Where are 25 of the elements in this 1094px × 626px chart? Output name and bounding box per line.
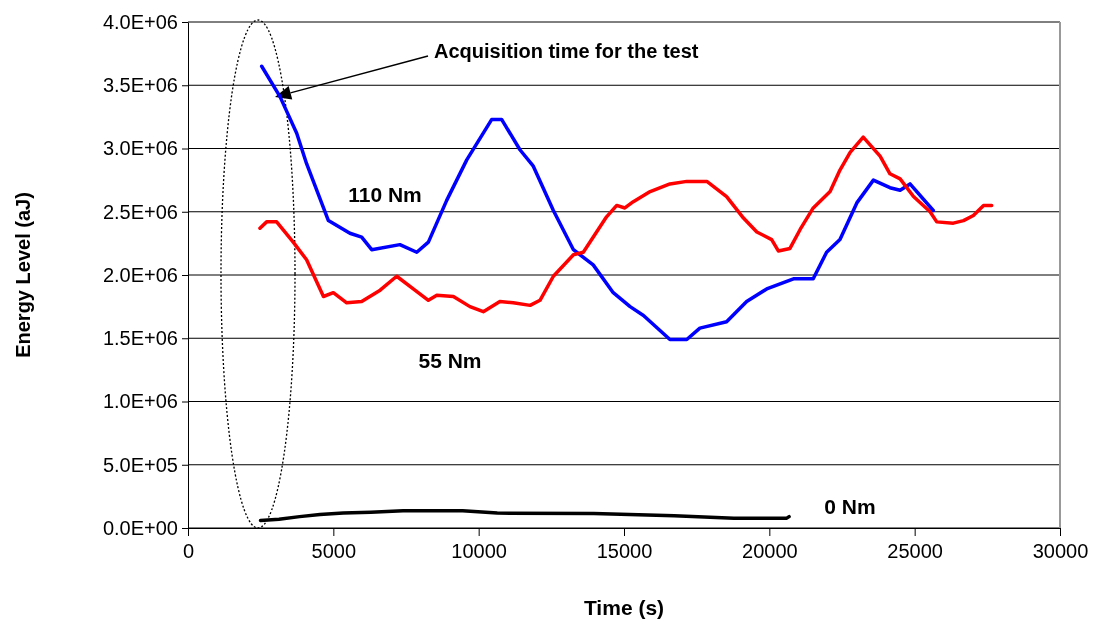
x-axis-title: Time (s) (583, 596, 665, 619)
y-tick-label: 0.0E+00 (102, 516, 178, 539)
x-tick-label: 5000 (311, 540, 357, 563)
x-tick-label: 20000 (742, 540, 798, 563)
annotation: Acquisition time for the test (434, 40, 699, 62)
y-tick-label: 4.0E+06 (102, 10, 178, 33)
y-tick-label: 5.0E+05 (102, 453, 178, 476)
series-label: 110 Nm (348, 183, 422, 206)
line-series (258, 135, 994, 314)
x-tick-label: 10000 (451, 540, 507, 563)
x-tick-label: 15000 (596, 540, 653, 563)
y-tick-label: 2.0E+06 (102, 263, 178, 286)
line-series (258, 509, 791, 523)
y-tick-label: 1.5E+06 (102, 327, 178, 350)
line-series (259, 64, 936, 342)
y-axis-title: Energy Level (aJ) (12, 192, 34, 358)
series-label: 0 Nm (824, 495, 876, 518)
series-label: 55 Nm (418, 349, 482, 372)
y-tick-label: 2.5E+06 (102, 200, 178, 223)
y-tick-label: 1.0E+06 (102, 390, 178, 413)
x-tick-label: 30000 (1032, 540, 1089, 563)
x-tick-label: 25000 (887, 540, 943, 563)
x-tick-label: 0 (182, 540, 195, 563)
y-tick-label: 3.5E+06 (102, 74, 178, 97)
y-tick-label: 3.0E+06 (102, 137, 178, 160)
